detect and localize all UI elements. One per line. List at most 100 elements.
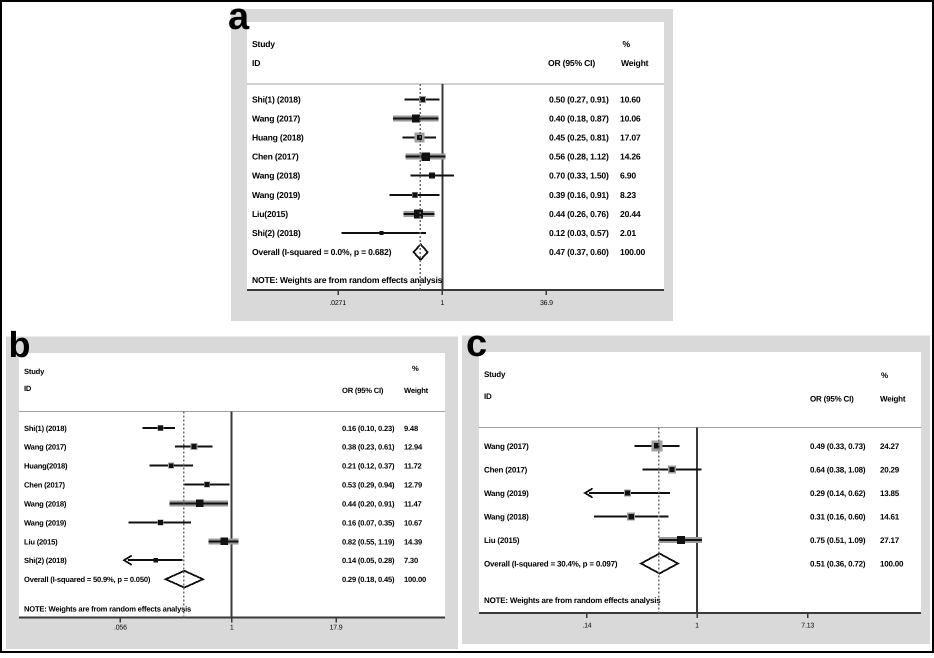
- svg-text:Liu (2015): Liu (2015): [24, 537, 58, 546]
- svg-text:Shi(2) (2018): Shi(2) (2018): [24, 556, 67, 565]
- svg-text:ID: ID: [24, 384, 32, 393]
- svg-text:0.51 (0.36, 0.72): 0.51 (0.36, 0.72): [810, 560, 866, 569]
- svg-text:.0271: .0271: [329, 300, 346, 307]
- svg-text:c: c: [466, 323, 487, 365]
- svg-text:Wang (2017): Wang (2017): [24, 443, 67, 452]
- svg-text:0.82 (0.55, 1.19): 0.82 (0.55, 1.19): [342, 537, 395, 546]
- svg-text:1: 1: [230, 625, 234, 632]
- svg-text:0.29 (0.14, 0.62): 0.29 (0.14, 0.62): [810, 489, 866, 498]
- svg-text:0.44 (0.26, 0.76): 0.44 (0.26, 0.76): [549, 209, 609, 219]
- svg-text:Liu(2015): Liu(2015): [252, 209, 288, 219]
- svg-text:Huang(2018): Huang(2018): [24, 462, 68, 471]
- svg-text:ID: ID: [484, 392, 492, 401]
- svg-text:0.47 (0.37, 0.60): 0.47 (0.37, 0.60): [549, 247, 609, 257]
- svg-text:OR (95% CI): OR (95% CI): [342, 386, 384, 395]
- svg-text:OR (95% CI): OR (95% CI): [810, 395, 854, 404]
- svg-text:Wang (2017): Wang (2017): [484, 442, 529, 451]
- svg-text:0.49 (0.33, 0.73): 0.49 (0.33, 0.73): [810, 442, 866, 451]
- svg-text:Huang (2018): Huang (2018): [252, 133, 304, 143]
- svg-text:0.53 (0.29, 0.94): 0.53 (0.29, 0.94): [342, 481, 395, 490]
- svg-text:a: a: [228, 0, 250, 38]
- svg-text:6.90: 6.90: [620, 171, 636, 181]
- svg-text:Study: Study: [24, 367, 45, 376]
- svg-text:Wang (2017): Wang (2017): [252, 113, 300, 123]
- svg-text:%: %: [881, 371, 888, 380]
- svg-text:Chen (2017): Chen (2017): [484, 466, 528, 475]
- svg-text:9.48: 9.48: [404, 424, 418, 433]
- svg-text:10.06: 10.06: [620, 113, 641, 123]
- svg-text:ID: ID: [252, 58, 260, 68]
- svg-text:100.00: 100.00: [404, 575, 426, 584]
- svg-text:Weight: Weight: [621, 58, 649, 68]
- svg-text:0.38 (0.23, 0.61): 0.38 (0.23, 0.61): [342, 443, 395, 452]
- svg-text:27.17: 27.17: [880, 536, 900, 545]
- svg-text:b: b: [9, 324, 31, 365]
- svg-text:0.44 (0.20, 0.91): 0.44 (0.20, 0.91): [342, 499, 395, 508]
- svg-text:.14: .14: [582, 623, 591, 630]
- svg-text:12.79: 12.79: [404, 481, 422, 490]
- svg-text:20.29: 20.29: [880, 466, 900, 475]
- svg-text:Shi(1) (2018): Shi(1) (2018): [24, 424, 67, 433]
- svg-text:0.14 (0.05, 0.28): 0.14 (0.05, 0.28): [342, 556, 395, 565]
- svg-text:24.27: 24.27: [880, 442, 900, 451]
- svg-text:0.75 (0.51, 1.09): 0.75 (0.51, 1.09): [810, 536, 866, 545]
- svg-text:.056: .056: [114, 625, 127, 632]
- svg-text:Overall (I-squared = 50.9%, p: Overall (I-squared = 50.9%, p = 0.050): [24, 575, 151, 584]
- svg-text:NOTE: Weights are from random: NOTE: Weights are from random effects an…: [252, 275, 443, 285]
- svg-text:14.61: 14.61: [880, 513, 900, 522]
- svg-text:Weight: Weight: [880, 395, 906, 404]
- svg-text:8.23: 8.23: [620, 190, 636, 200]
- svg-text:0.16 (0.07, 0.35): 0.16 (0.07, 0.35): [342, 518, 395, 527]
- svg-text:Wang (2019): Wang (2019): [484, 489, 529, 498]
- svg-text:0.29 (0.18, 0.45): 0.29 (0.18, 0.45): [342, 575, 395, 584]
- svg-text:NOTE: Weights are from random: NOTE: Weights are from random effects an…: [484, 596, 661, 605]
- svg-text:14.26: 14.26: [620, 152, 641, 162]
- svg-text:1: 1: [440, 300, 444, 307]
- svg-text:Wang (2018): Wang (2018): [252, 171, 300, 181]
- svg-text:7.30: 7.30: [404, 556, 418, 565]
- svg-text:0.70 (0.33, 1.50): 0.70 (0.33, 1.50): [549, 171, 609, 181]
- svg-text:Chen (2017): Chen (2017): [24, 481, 66, 490]
- svg-text:0.50 (0.27, 0.91): 0.50 (0.27, 0.91): [549, 94, 609, 104]
- svg-text:Study: Study: [484, 370, 506, 379]
- svg-text:0.39 (0.16, 0.91): 0.39 (0.16, 0.91): [549, 190, 609, 200]
- svg-text:Shi(2) (2018): Shi(2) (2018): [252, 228, 301, 238]
- svg-text:NOTE: Weights are from random: NOTE: Weights are from random effects an…: [24, 605, 191, 614]
- svg-text:Wang (2019): Wang (2019): [252, 190, 300, 200]
- svg-text:Wang (2018): Wang (2018): [484, 513, 529, 522]
- svg-text:13.85: 13.85: [880, 489, 900, 498]
- svg-text:Liu (2015): Liu (2015): [484, 536, 520, 545]
- svg-text:0.21 (0.12, 0.37): 0.21 (0.12, 0.37): [342, 462, 395, 471]
- svg-text:Study: Study: [252, 39, 275, 49]
- svg-text:Chen (2017): Chen (2017): [252, 152, 299, 162]
- svg-text:0.31 (0.16, 0.60): 0.31 (0.16, 0.60): [810, 513, 866, 522]
- svg-text:%: %: [623, 39, 631, 49]
- svg-text:11.47: 11.47: [404, 499, 422, 508]
- svg-text:Wang (2019): Wang (2019): [24, 518, 67, 527]
- svg-text:12.94: 12.94: [404, 443, 423, 452]
- svg-text:0.64 (0.38, 1.08): 0.64 (0.38, 1.08): [810, 466, 866, 475]
- svg-text:14.39: 14.39: [404, 537, 422, 546]
- svg-text:2.01: 2.01: [620, 228, 636, 238]
- svg-text:0.56 (0.28, 1.12): 0.56 (0.28, 1.12): [549, 152, 609, 162]
- svg-text:Weight: Weight: [404, 386, 429, 395]
- svg-text:7.13: 7.13: [801, 623, 814, 630]
- svg-text:0.40 (0.18, 0.87): 0.40 (0.18, 0.87): [549, 113, 609, 123]
- svg-text:17.07: 17.07: [620, 133, 641, 143]
- svg-text:0.45 (0.25, 0.81): 0.45 (0.25, 0.81): [549, 133, 609, 143]
- svg-text:1: 1: [695, 623, 699, 630]
- svg-text:Shi(1) (2018): Shi(1) (2018): [252, 94, 301, 104]
- svg-text:Wang (2018): Wang (2018): [24, 499, 67, 508]
- svg-text:OR (95% CI): OR (95% CI): [548, 58, 595, 68]
- svg-text:100.00: 100.00: [620, 247, 646, 257]
- svg-text:%: %: [412, 364, 419, 373]
- svg-text:17.9: 17.9: [330, 625, 343, 632]
- svg-text:36.9: 36.9: [540, 300, 553, 307]
- svg-text:10.67: 10.67: [404, 518, 422, 527]
- svg-text:0.16 (0.10, 0.23): 0.16 (0.10, 0.23): [342, 424, 395, 433]
- svg-text:10.60: 10.60: [620, 94, 641, 104]
- svg-text:11.72: 11.72: [404, 462, 422, 471]
- svg-text:20.44: 20.44: [620, 209, 641, 219]
- svg-text:Overall (I-squared = 30.4%, p: Overall (I-squared = 30.4%, p = 0.097): [484, 560, 618, 569]
- svg-text:Overall (I-squared = 0.0%, p: Overall (I-squared = 0.0%, p = 0.682): [252, 247, 392, 257]
